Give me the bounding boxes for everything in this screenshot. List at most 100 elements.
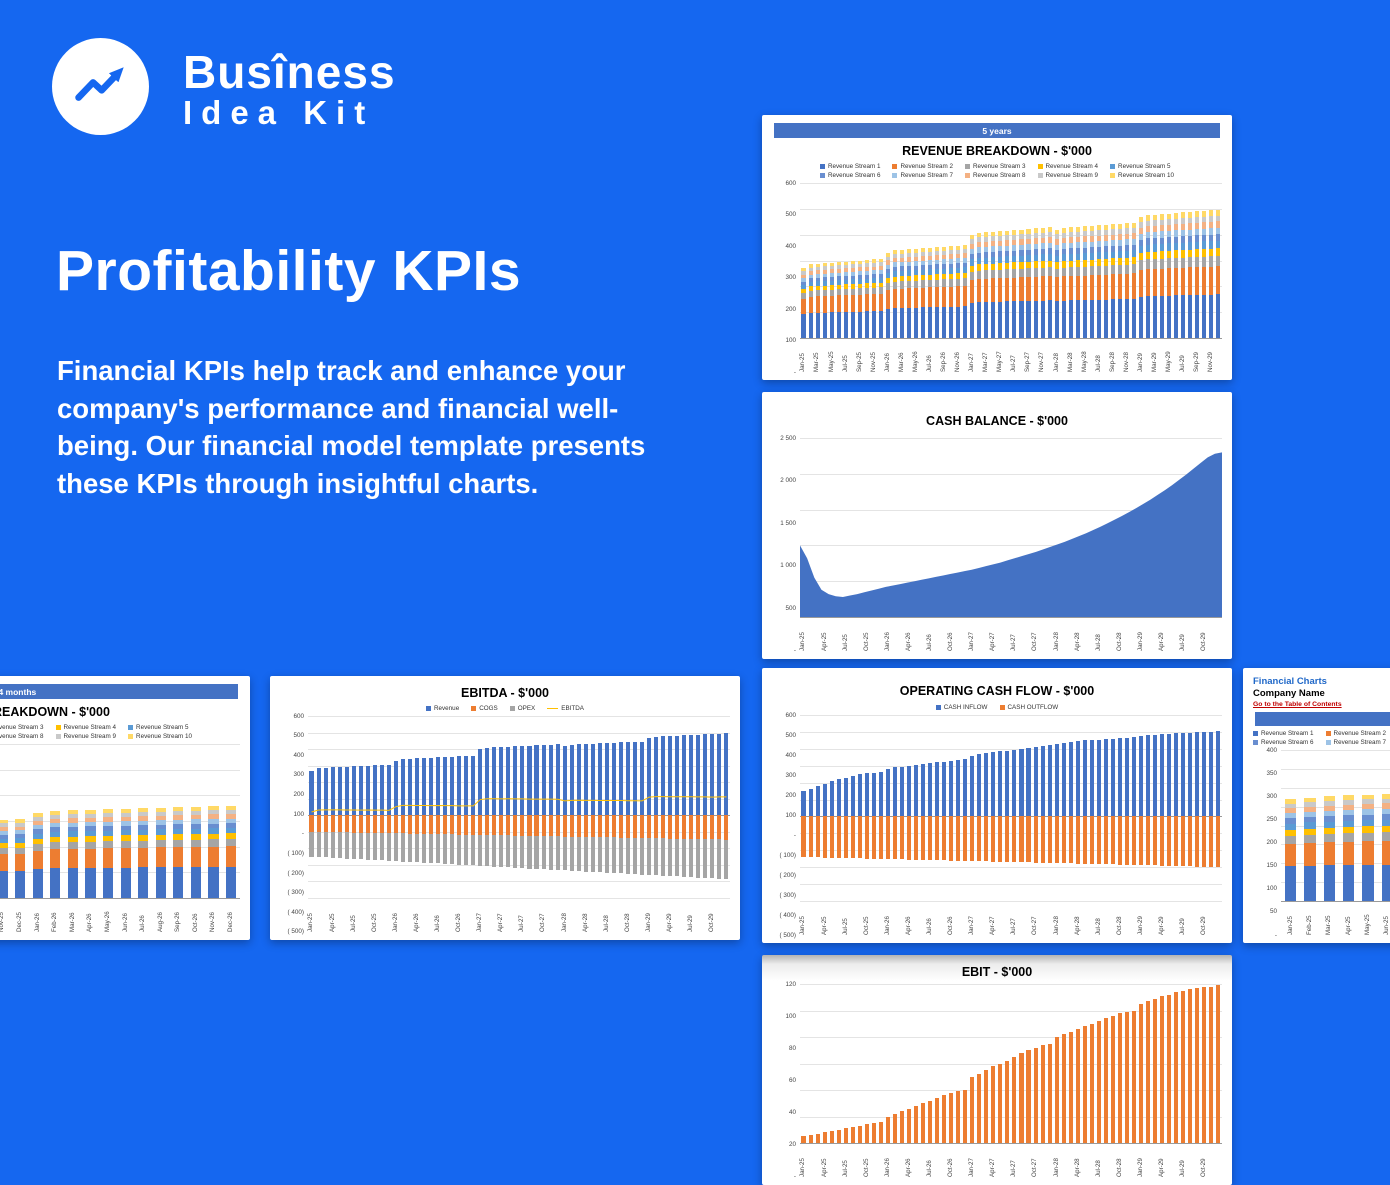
- bar-segment: [871, 263, 876, 267]
- bar-segment: [155, 867, 166, 898]
- bar: [117, 744, 135, 898]
- bar-segment: [155, 811, 166, 816]
- negative-bar: [485, 815, 490, 836]
- bar-segment: [1362, 864, 1374, 901]
- x-tick-label: Apr-28: [1073, 1158, 1081, 1177]
- x-tick-cell: [828, 1143, 835, 1177]
- legend-swatch-icon: [509, 706, 515, 711]
- legend-label: Revenue Stream 10: [1118, 172, 1175, 179]
- legend-label: Revenue Stream 4: [1045, 163, 1099, 170]
- bar-segment: [0, 871, 8, 898]
- gridline: [1281, 882, 1390, 884]
- bar-segment: [1103, 229, 1108, 236]
- bar-segment: [801, 298, 806, 315]
- x-tick-cell: Oct-28: [1116, 617, 1123, 651]
- bar-stack: [0, 819, 8, 898]
- x-tick-label: Jul-26: [139, 915, 147, 932]
- bar: [456, 716, 463, 898]
- x-tick-label: Apr-27: [989, 916, 997, 935]
- bar-rect: [843, 1128, 848, 1143]
- bar-segment: [850, 264, 855, 268]
- x-tick-label: Jul-27: [1010, 355, 1018, 372]
- positive-bar: [899, 766, 904, 817]
- bar-segment: [225, 818, 237, 824]
- x-tick-label: Jan-27: [968, 353, 976, 372]
- bar: [976, 715, 983, 901]
- bar-segment: [1285, 808, 1297, 814]
- chart-title: OPERATING CASH FLOW - $'000: [899, 684, 1095, 698]
- x-tick-label: Oct-27: [539, 913, 547, 932]
- bar-rect: [1040, 1044, 1045, 1143]
- period-badge: 24 months: [0, 684, 238, 699]
- bar-segment: [1381, 793, 1390, 799]
- bar-segment: [963, 249, 968, 254]
- gridline: [800, 617, 1222, 618]
- bar-segment: [1026, 249, 1031, 256]
- bar-segment: [1026, 268, 1031, 277]
- bar-segment: [173, 811, 184, 816]
- gridline: [800, 782, 1222, 784]
- cash-balance-card: CASH BALANCE - $'000 2 500 2 000 1 500 1 00…: [762, 392, 1232, 659]
- bar: [842, 984, 849, 1143]
- bar-segment: [1174, 230, 1179, 237]
- bar-segment: [0, 819, 8, 824]
- bar: [205, 744, 223, 898]
- bar: [603, 716, 610, 898]
- negative-bar: [344, 832, 349, 859]
- x-tick-label: Jan-25: [799, 1158, 807, 1177]
- bar-segment: [1174, 295, 1179, 338]
- x-tick-label: Apr-28: [1073, 916, 1081, 935]
- bar: [646, 716, 653, 898]
- bar: [948, 984, 955, 1143]
- bar-segment: [1209, 248, 1214, 257]
- bar-segment: [850, 311, 855, 338]
- bar-segment: [225, 827, 237, 834]
- x-tick-label: Nov-28: [1122, 352, 1130, 372]
- negative-bar: [949, 816, 954, 861]
- x-tick-cell: [1067, 901, 1074, 935]
- positive-bar: [1096, 739, 1101, 817]
- x-tick-cell: Apr-27: [497, 898, 505, 932]
- x-tick-label: Jan-26: [883, 353, 891, 372]
- legend-swatch-icon: [471, 706, 477, 711]
- bar-segment: [138, 825, 149, 830]
- bar-segment: [67, 841, 78, 849]
- bar-segment: [1068, 260, 1073, 268]
- legend-line-marker: [547, 708, 559, 709]
- negative-bar: [429, 834, 434, 864]
- x-tick-label: Oct-28: [1115, 916, 1123, 935]
- legend-label: Revenue Stream 1: [827, 163, 881, 170]
- bar-segment: [1153, 214, 1158, 221]
- bar-segment: [1167, 237, 1172, 244]
- x-tick-cell: Jul-28: [1095, 338, 1102, 372]
- x-tick-label: Jun-25: [1383, 916, 1390, 935]
- negative-bar: [864, 816, 869, 859]
- bar-segment: [921, 269, 926, 276]
- gridline: [308, 732, 730, 734]
- negative-bar: [407, 815, 412, 834]
- bar-segment: [1131, 222, 1137, 228]
- bar-segment: [1160, 258, 1165, 269]
- positive-bar: [661, 736, 666, 816]
- bar: [1215, 715, 1222, 901]
- bar-stack: [1124, 223, 1129, 338]
- bar-segment: [1188, 211, 1193, 218]
- bar-segment: [850, 271, 855, 276]
- bar: [997, 984, 1004, 1143]
- bar-segment: [998, 231, 1003, 236]
- bar-segment: [949, 306, 954, 338]
- bar-segment: [1089, 230, 1094, 236]
- gridline: [800, 208, 1222, 210]
- bar-segment: [913, 252, 919, 257]
- bar-rect: [963, 1090, 968, 1143]
- negative-bar: [604, 837, 609, 873]
- bar-segment: [120, 835, 131, 841]
- bar-segment: [1323, 811, 1335, 817]
- bar-segment: [984, 232, 989, 237]
- x-tick-label: Dec-25: [16, 912, 24, 932]
- table-of-contents-link[interactable]: Go to the Table of Contents: [1253, 701, 1342, 708]
- bar-stack: [1040, 227, 1045, 338]
- bar: [849, 984, 856, 1143]
- x-tick-cell: Oct-26: [947, 1143, 955, 1177]
- negative-bar: [710, 815, 715, 840]
